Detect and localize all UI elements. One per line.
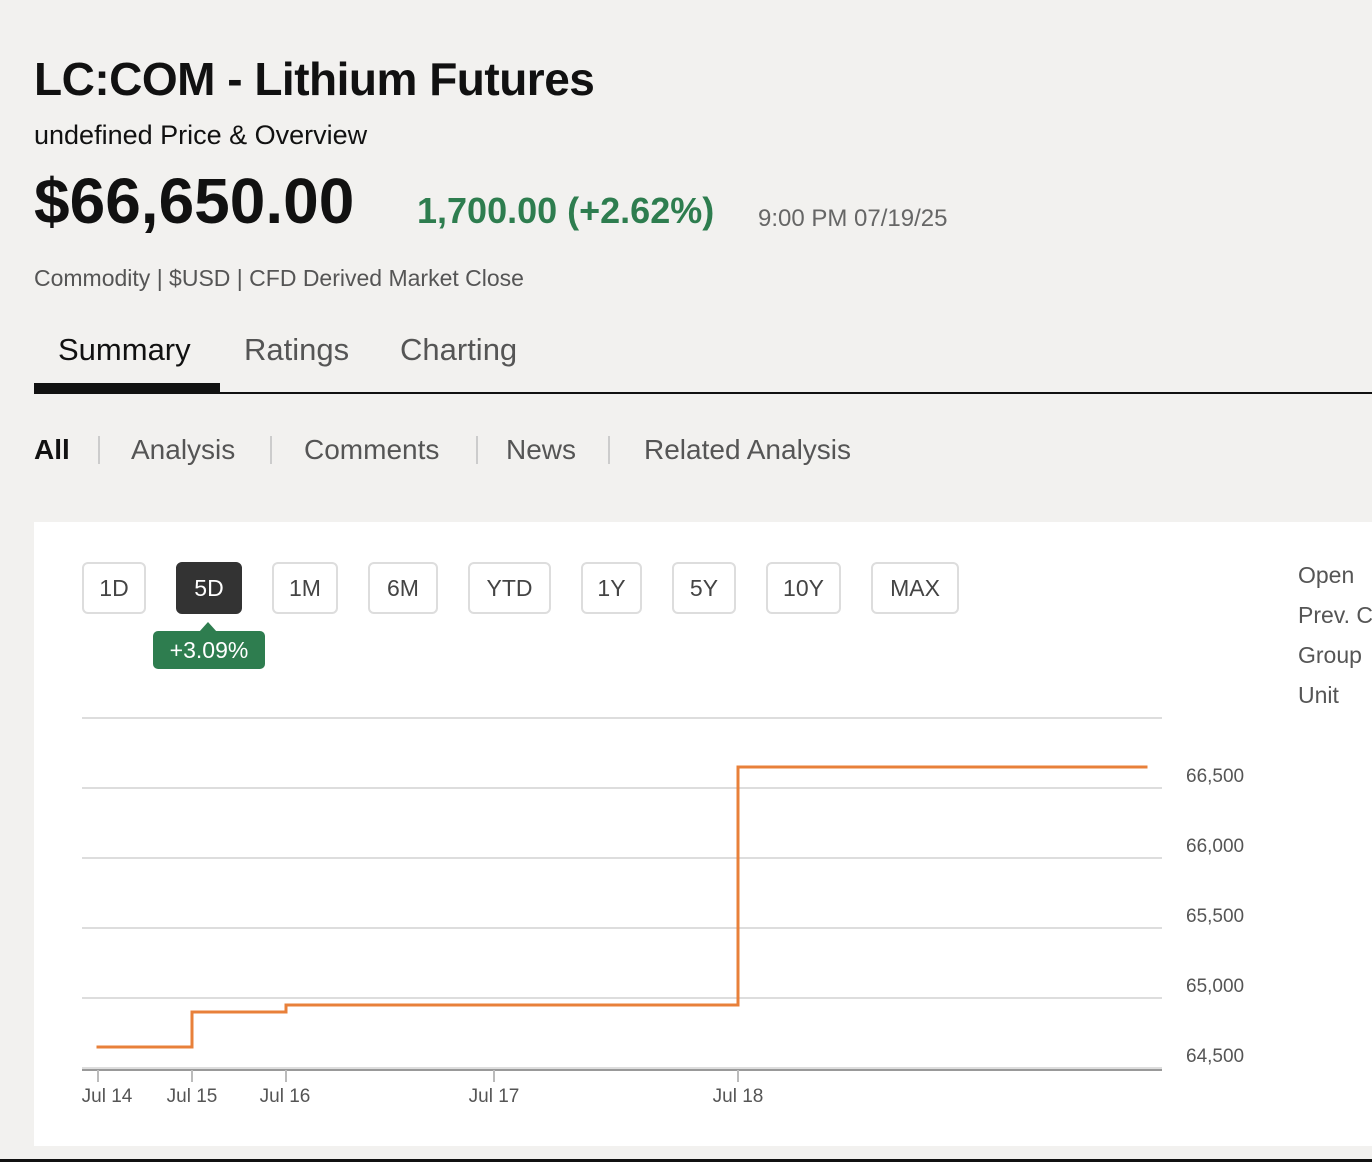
range-button[interactable]: 6M	[368, 562, 438, 614]
separator	[608, 436, 610, 464]
meta: Commodity | $USD | CFD Derived Market Cl…	[34, 265, 524, 291]
range-button[interactable]: MAX	[871, 562, 959, 614]
range-button[interactable]: 1Y	[581, 562, 642, 614]
x-tick-label: Jul 16	[260, 1086, 311, 1107]
range-button[interactable]: YTD	[468, 562, 551, 614]
y-tick-label: 65,500	[1186, 906, 1244, 927]
range-button[interactable]: 1D	[82, 562, 146, 614]
tab[interactable]: Ratings	[244, 332, 350, 367]
subtab[interactable]: News	[506, 434, 577, 465]
range-button[interactable]: 5D	[176, 562, 242, 614]
y-tick-label: 66,500	[1186, 766, 1244, 787]
tab[interactable]: Summary	[58, 332, 191, 367]
chart-panel	[34, 522, 1372, 1146]
tab[interactable]: Charting	[400, 332, 518, 367]
separator	[98, 436, 100, 464]
subtab[interactable]: All	[34, 434, 70, 465]
subtab[interactable]: Related Analysis	[644, 434, 852, 465]
active-tab-indicator	[34, 383, 220, 393]
stat-label: Unit	[1298, 682, 1339, 708]
bottom-border	[0, 1159, 1372, 1162]
separator	[270, 436, 272, 464]
subtab[interactable]: Comments	[304, 434, 440, 465]
stat-label: Prev. Close	[1298, 602, 1372, 628]
price-change: 1,700.00 (+2.62%)	[417, 190, 715, 231]
y-tick-label: 64,500	[1186, 1046, 1244, 1067]
range-button[interactable]: 1M	[272, 562, 338, 614]
tab-divider	[34, 392, 1372, 394]
range-button[interactable]: 5Y	[672, 562, 736, 614]
x-tick-label: Jul 15	[167, 1086, 218, 1107]
separator	[476, 436, 478, 464]
range-change-badge: +3.09%	[153, 631, 265, 669]
title: LC:COM - Lithium Futures	[34, 53, 595, 105]
x-tick-label: Jul 14	[82, 1086, 133, 1107]
stat-label: Open	[1298, 562, 1355, 588]
x-tick-label: Jul 18	[713, 1086, 764, 1107]
timestamp: 9:00 PM 07/19/25	[758, 205, 948, 232]
stat-label: Group	[1298, 642, 1362, 668]
y-tick-label: 66,000	[1186, 836, 1244, 857]
badge-notch	[199, 622, 217, 632]
x-tick-label: Jul 17	[469, 1086, 520, 1107]
price: $66,650.00	[34, 165, 355, 237]
range-button[interactable]: 10Y	[766, 562, 841, 614]
subtab[interactable]: Analysis	[131, 434, 236, 465]
y-tick-label: 65,000	[1186, 976, 1244, 997]
subtitle: undefined Price & Overview	[34, 120, 368, 150]
